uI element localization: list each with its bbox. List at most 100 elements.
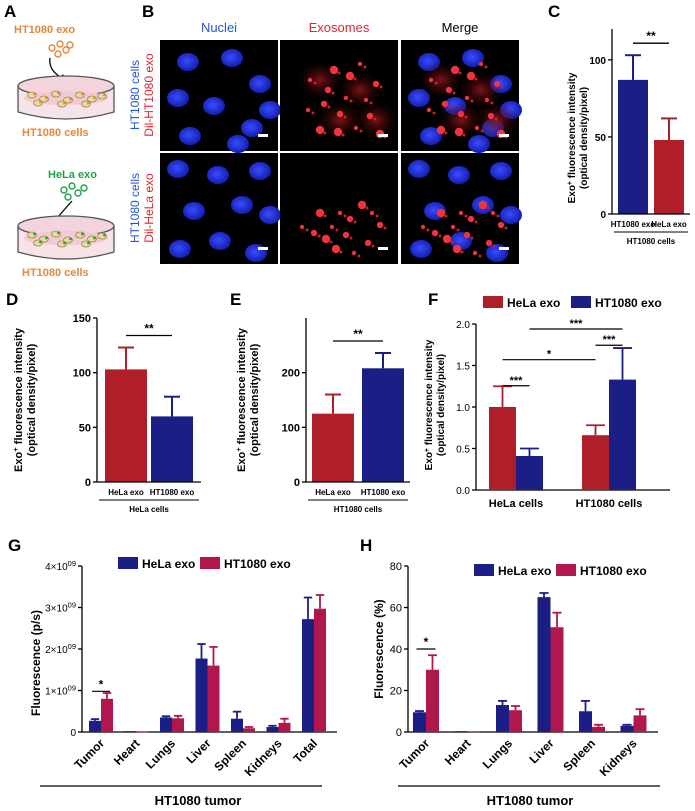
internalized-exosome	[93, 236, 96, 240]
exosome-signal	[467, 215, 475, 223]
bar	[89, 720, 101, 732]
internalized-exosome	[81, 232, 84, 236]
y-tick-label: 100	[73, 368, 91, 380]
exosome-signal	[333, 127, 343, 137]
exosome-signal	[496, 214, 500, 218]
exosome-signal	[335, 228, 339, 232]
exosome-dot	[62, 46, 70, 54]
exosome-signal	[323, 131, 327, 135]
exosome-signal	[428, 77, 434, 83]
tick-exponent: 09	[68, 683, 76, 692]
bar	[467, 731, 481, 733]
exosome-signal	[363, 65, 367, 69]
x-axis-label: HT1080 tumor	[487, 793, 574, 808]
exosome-signal	[436, 125, 446, 135]
exosome-signal	[450, 65, 460, 75]
exosome-signal	[371, 244, 375, 248]
nucleus	[227, 135, 249, 153]
micrograph-r2-c2	[280, 153, 398, 264]
bottom-dish-label: HT1080 cells	[22, 267, 89, 279]
exosome-signal	[313, 81, 317, 85]
bar	[136, 731, 149, 733]
y-label-part: fluorescence intensity	[236, 327, 248, 447]
exosome-signal	[472, 250, 478, 256]
bar	[231, 718, 243, 732]
internalized-exosome	[33, 92, 36, 96]
y-tick-label: 100	[282, 422, 300, 434]
exosome-dot	[80, 184, 88, 192]
exosome-signal	[470, 99, 474, 103]
group-label: HT1080 cells	[627, 237, 676, 246]
column-header: Nuclei	[201, 20, 237, 35]
y-axis-label: Exo+ fluorescence intensity	[424, 339, 436, 470]
exosome-signal	[458, 71, 462, 75]
exosome-signal	[438, 234, 442, 238]
exosome-signal	[337, 71, 341, 75]
y-tick-label: 0	[600, 210, 606, 221]
internalized-exosome	[39, 240, 42, 244]
nucleus	[209, 232, 231, 250]
y-label-superscript: +	[11, 447, 20, 452]
group-label: HT1080 cells	[334, 505, 383, 514]
x-tick-label: Spleen	[560, 736, 598, 774]
significance-label: **	[646, 29, 656, 43]
exosome-signal	[490, 101, 494, 105]
y-label-part: fluorescence intensity	[13, 327, 25, 447]
x-tick-label: HeLa cells	[489, 498, 543, 510]
panel-letter: A	[4, 2, 16, 21]
exosome-signal	[353, 77, 357, 81]
exosome-signal	[492, 244, 496, 248]
exosome-signal	[494, 117, 498, 121]
bar	[426, 669, 439, 732]
legend-G: HeLa exo HT1080 exo	[118, 557, 291, 571]
x-tick-label: HeLa exo	[108, 488, 144, 497]
internalized-exosome	[81, 92, 84, 96]
bar	[278, 722, 291, 732]
significance-label: ***	[570, 318, 584, 330]
exosome-signal	[432, 111, 436, 115]
scale-bar	[499, 247, 509, 250]
y-tick-label: 0	[294, 477, 300, 489]
nucleus	[462, 49, 484, 67]
exosome-signal	[464, 214, 468, 218]
exosome-signal	[504, 226, 508, 230]
legend-label: HeLa exo	[142, 557, 195, 571]
y-axis-label: Fluorescence (%)	[372, 599, 386, 698]
legend-swatch	[556, 564, 576, 576]
y-label-part: Exo	[567, 185, 578, 203]
exosome-signal	[444, 131, 448, 135]
y-tick-label: 50	[595, 133, 607, 144]
exosome-signal	[366, 112, 374, 120]
nucleus	[500, 206, 522, 224]
x-tick-label: Liver	[526, 736, 556, 766]
internalized-exosome	[103, 233, 106, 237]
exosome-signal	[310, 229, 318, 237]
micrograph-r2-c3	[401, 153, 522, 264]
exosome-signal	[372, 80, 380, 88]
y-label-superscript: +	[567, 181, 574, 185]
internalized-exosome	[45, 96, 48, 100]
exosome-signal	[436, 208, 446, 218]
x-tick-label: HT1080 exo	[611, 220, 656, 229]
legend-swatch	[571, 296, 591, 308]
exosome-signal	[342, 231, 350, 239]
exosome-signal	[329, 240, 333, 244]
legend-swatch	[474, 564, 494, 576]
bar	[489, 407, 516, 490]
x-tick-label: HT1080 cells	[576, 498, 643, 510]
exosome-dot	[66, 41, 74, 49]
exosome-signal	[337, 210, 343, 216]
exosome-signal	[454, 127, 464, 137]
y-tick-label: 80	[390, 561, 402, 573]
x-tick-label: Tumor	[396, 736, 432, 772]
internalized-exosome	[69, 97, 72, 101]
exosome-signal	[331, 91, 335, 95]
internalized-exosome	[103, 93, 106, 97]
micrograph-r1-c3	[401, 40, 522, 153]
y-axis-label: Exo+ fluorescence intensity	[11, 327, 26, 472]
exosome-signal	[341, 133, 345, 137]
exosome-signal	[484, 97, 490, 103]
x-tick-label: HT1080 exo	[150, 488, 195, 497]
